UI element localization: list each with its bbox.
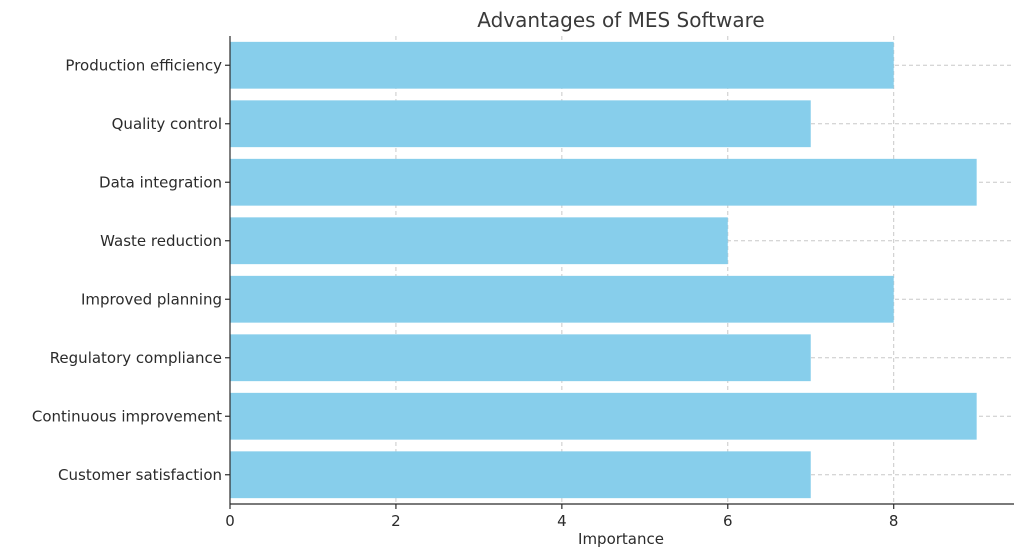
- bar: [230, 334, 811, 382]
- x-tick-label: 0: [225, 512, 235, 530]
- category-label: Production efficiency: [65, 56, 222, 74]
- bar: [230, 275, 894, 323]
- category-label: Continuous improvement: [32, 407, 222, 425]
- bars-layer: [230, 41, 977, 499]
- bar: [230, 158, 977, 206]
- category-label: Quality control: [112, 115, 222, 133]
- x-tick-label: 8: [889, 512, 899, 530]
- category-label: Regulatory compliance: [50, 349, 222, 367]
- axes-layer: [225, 36, 1014, 509]
- category-labels: Production efficiency Quality control Data…: [32, 56, 222, 484]
- bar: [230, 100, 811, 148]
- chart-title: Advantages of MES Software: [477, 8, 764, 32]
- x-tick-label: 6: [723, 512, 733, 530]
- category-label: Waste reduction: [100, 232, 222, 250]
- bar: [230, 217, 728, 265]
- x-tick-label: 4: [557, 512, 567, 530]
- x-tick-label: 2: [391, 512, 401, 530]
- bar: [230, 392, 977, 440]
- x-tick-labels: 0 2 4 6 8: [225, 512, 898, 530]
- bar: [230, 451, 811, 499]
- category-label: Data integration: [99, 173, 222, 191]
- bar: [230, 41, 894, 89]
- x-axis-label: Importance: [578, 530, 664, 548]
- category-label: Customer satisfaction: [58, 466, 222, 484]
- category-label: Improved planning: [81, 290, 222, 308]
